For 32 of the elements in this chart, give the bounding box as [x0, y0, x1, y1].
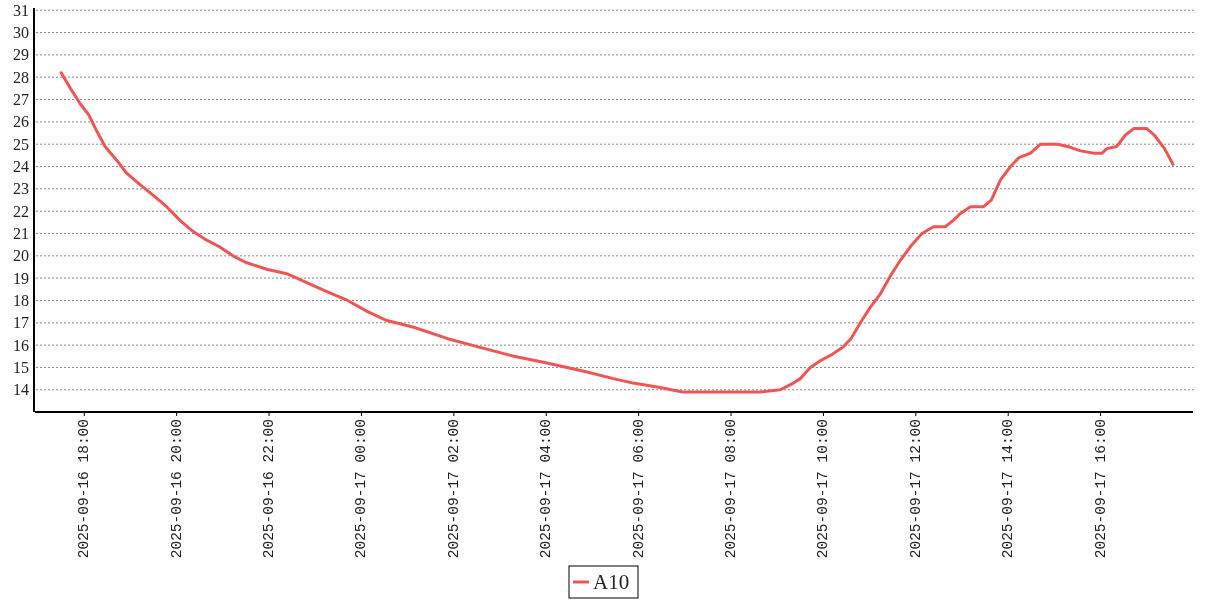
legend-label: A10 — [593, 570, 630, 594]
x-tick-label: 2025-09-17 14:00 — [1000, 419, 1017, 559]
y-tick-label: 25 — [13, 135, 29, 153]
y-tick-label: 22 — [13, 202, 29, 220]
x-tick-label: 2025-09-17 00:00 — [353, 419, 370, 559]
y-tick-label: 30 — [13, 24, 29, 42]
y-tick-label: 17 — [13, 314, 29, 332]
x-tick-label: 2025-09-17 02:00 — [445, 419, 462, 559]
y-tick-label: 26 — [13, 113, 29, 131]
y-tick-label: 21 — [13, 225, 29, 242]
y-tick-label: 23 — [13, 180, 29, 198]
x-tick-label: 2025-09-16 22:00 — [261, 419, 278, 559]
y-tick-label: 20 — [13, 247, 29, 265]
x-tick-label: 2025-09-17 10:00 — [815, 419, 832, 559]
y-tick-label: 14 — [13, 381, 29, 399]
y-tick-label: 18 — [13, 291, 29, 309]
x-tick-label: 2025-09-17 04:00 — [538, 419, 555, 559]
y-tick-label: 29 — [13, 46, 29, 64]
y-tick-label: 27 — [13, 91, 29, 109]
y-tick-label: 15 — [13, 358, 29, 376]
x-tick-label: 2025-09-17 12:00 — [907, 419, 924, 559]
y-tick-label: 28 — [13, 68, 29, 86]
y-tick-label: 19 — [13, 269, 29, 287]
y-tick-label: 16 — [13, 336, 29, 354]
line-series — [59, 71, 1175, 394]
y-tick-label: 31 — [13, 1, 29, 19]
y-tick-label: 24 — [13, 158, 29, 176]
x-tick-label: 2025-09-16 18:00 — [76, 419, 93, 559]
x-tick-label: 2025-09-17 08:00 — [723, 419, 740, 559]
x-tick-label: 2025-09-16 20:00 — [168, 419, 185, 559]
x-tick-label: 2025-09-17 06:00 — [630, 419, 647, 559]
x-tick-label: 2025-09-17 16:00 — [1092, 419, 1109, 559]
